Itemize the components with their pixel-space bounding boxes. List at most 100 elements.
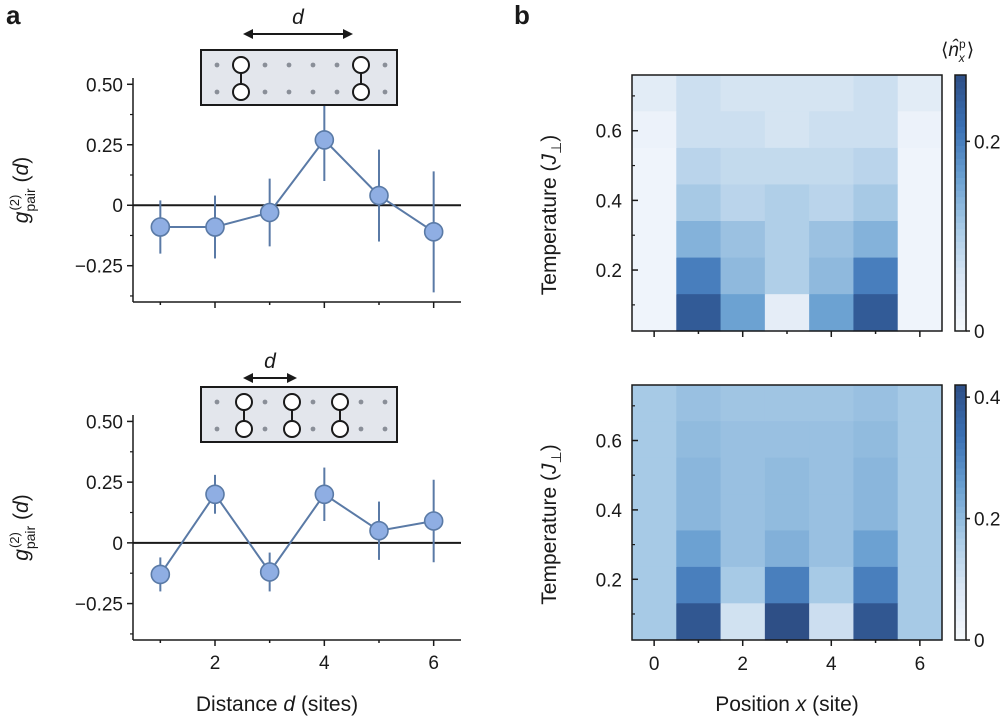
heatmap-cell [897,147,943,185]
heatmap-cell [853,183,899,222]
atom [283,420,301,438]
heatmap-cell [720,385,766,422]
data-point [423,222,444,242]
heatmap-cell [853,293,899,332]
colorbar-segment [955,608,966,616]
colorbar-segment [955,544,966,552]
y-tick-label: 0.2 [596,570,622,591]
inset-schematic: d [200,350,398,443]
colorbar-segment [955,385,966,392]
colorbar-segment [955,518,966,526]
colorbar-segment [955,423,966,431]
colorbar-segment [955,589,966,596]
colorbar-segment [955,299,966,306]
data-point [314,484,335,505]
heatmap-cell [720,220,766,258]
colorbar-segment [955,614,966,622]
y-tick-label: 0 [112,534,123,555]
colorbar-segment [955,75,966,82]
lattice-site [286,89,292,95]
heatmap-cell [720,147,766,185]
heatmap-cell [676,293,722,332]
data-point [150,564,171,585]
heatmap-cell [632,456,677,495]
heatmap-cell [809,293,855,332]
colorbar-segment [955,235,966,242]
heatmap-cell [809,147,855,185]
arrow-head-left [243,29,253,39]
heatmap-cell [809,183,855,222]
lattice-site [382,399,388,405]
panel-label-a: a [6,0,21,30]
heatmap-cell [897,493,943,531]
y-axis-title: g(2)pair (d) [7,157,38,223]
colorbar-title: ⟨n̂p x ⟩ [941,37,974,65]
heatmap-cell [676,420,722,458]
x-tick-label: 2 [737,654,748,675]
atom [232,83,250,101]
scatter-panel-a-top: −0.25 0 0.25 0.50 g(2)pair (d) d [7,6,461,308]
arrow-head-right [287,373,297,383]
colorbar-segment [955,512,966,520]
colorbar-segment [955,158,966,166]
colorbar-segment [955,461,966,469]
heatmap-cell [764,456,810,495]
heatmap-cell [632,110,677,148]
atom [331,420,349,438]
heatmap-cell [897,420,943,458]
heatmap-cell [720,256,766,295]
heatmap-cell [809,602,855,641]
data-point [423,511,444,531]
scatter-panel-a-bottom: −0.25 0 0.25 0.50 2 4 6 g(2)pair (d) d Distance d… [7,350,461,716]
heatmap-cell [764,256,810,295]
lattice-site [310,89,316,95]
colorbar-segment [955,525,966,533]
x-axis-title: Position x (site) [715,693,859,716]
colorbar-segment [955,107,966,114]
data-point [259,562,280,582]
panel-label-b: b [514,0,530,30]
heatmap-cell [764,385,810,422]
heatmap-cell [764,293,810,332]
data-point [259,202,280,223]
heatmap-cell [632,293,677,332]
colorbar-segment [955,132,966,140]
heatmap-cell [676,220,722,258]
heatmap-cell [632,529,677,567]
colorbar-segment [955,467,966,475]
x-tick-label: 6 [428,653,439,674]
colorbar-segment [955,164,966,172]
colorbar-segment [955,273,966,281]
lattice-site [382,426,388,432]
colorbar-segment [955,455,966,463]
colorbar-segment [955,410,966,418]
colorbar-segment [955,145,966,153]
heatmap-panel-b-top: 0.2 0.4 0.6 Temperature (J⊥) 0 0.2 ⟨n̂p x ⟩ [538,37,1000,343]
heatmap-cell [897,566,943,604]
heatmap-cell [853,493,899,531]
colorbar-segment [955,196,966,204]
inset-lattice-box [200,386,398,443]
series-line [160,138,435,233]
x-tick-label: 4 [319,653,330,674]
heatmap-cell [720,420,766,458]
heatmap-cell [720,529,766,567]
plot-root: −0.25 0 0.25 0.50 g(2)pair (d) d −0.25 0 0.25 0.5… [7,6,1001,716]
y-axis-title: Temperature (J⊥) [538,444,564,604]
heatmap-cell [853,220,899,258]
colorbar-segment [955,215,966,223]
colorbar-segment [955,254,966,262]
x-axis-title: Distance d (sites) [196,693,358,716]
atom [283,393,301,411]
y-tick-label: 0.25 [86,136,123,157]
lattice-site [262,399,268,405]
heatmap-cell [809,75,855,112]
colorbar-segment [955,286,966,294]
heatmap-cell [897,183,943,222]
heatmap-cell [897,256,943,295]
lattice-site [358,399,364,405]
heatmap-panel-b-bottom: 0.2 0.4 0.6 0 2 4 6 Temperature (J⊥) 0 0.2 0.4 Posi… [538,384,1001,716]
data-point [205,484,225,505]
heatmap-cell [632,602,677,641]
colorbar-segment [955,318,966,326]
